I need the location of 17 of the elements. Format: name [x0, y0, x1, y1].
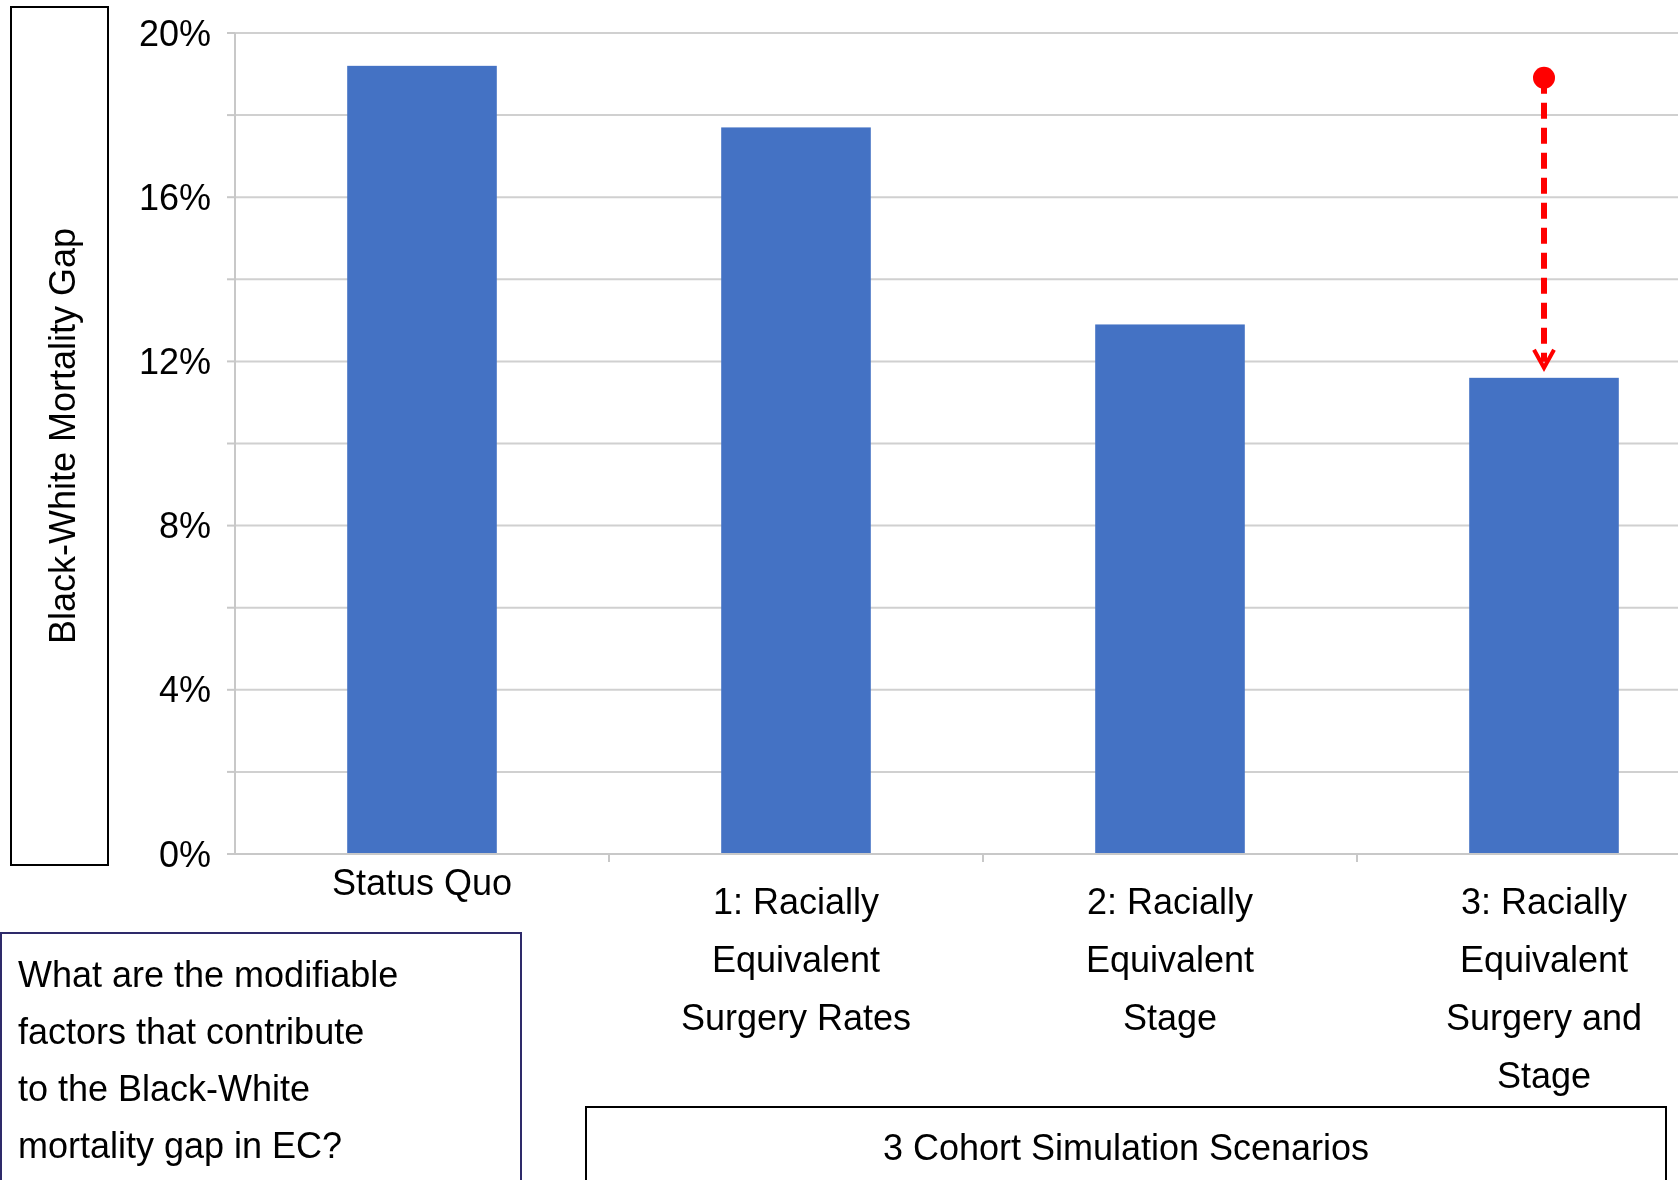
x-tick-label: 1: Racially Equivalent Surgery Rates: [680, 880, 912, 1038]
y-axis-title: Black-White Mortality Gap: [41, 227, 83, 645]
bar: [1095, 324, 1245, 854]
y-tick-label: 4%: [158, 669, 211, 711]
x-tick-label: 3: Racially Equivalent Surgery and Stage: [1445, 880, 1643, 1096]
x-tick-label: 2: Racially Equivalent Stage: [1085, 880, 1255, 1038]
bar: [721, 127, 871, 854]
y-tick-label: 8%: [158, 505, 211, 547]
y-tick-label: 0%: [158, 833, 211, 875]
text: What are the modifiable factors that contribute to the Black-White mortality gap in EC?: [18, 953, 399, 1166]
y-tick-label: 16%: [138, 176, 211, 218]
bar: [1469, 377, 1619, 854]
x-tick-label: Status Quo: [331, 861, 513, 903]
y-tick-label: 12%: [138, 341, 211, 382]
y-tick-label: 20%: [138, 12, 211, 54]
text: 3 Cohort Simulation Scenarios: [882, 1126, 1370, 1168]
bar: [347, 65, 497, 854]
